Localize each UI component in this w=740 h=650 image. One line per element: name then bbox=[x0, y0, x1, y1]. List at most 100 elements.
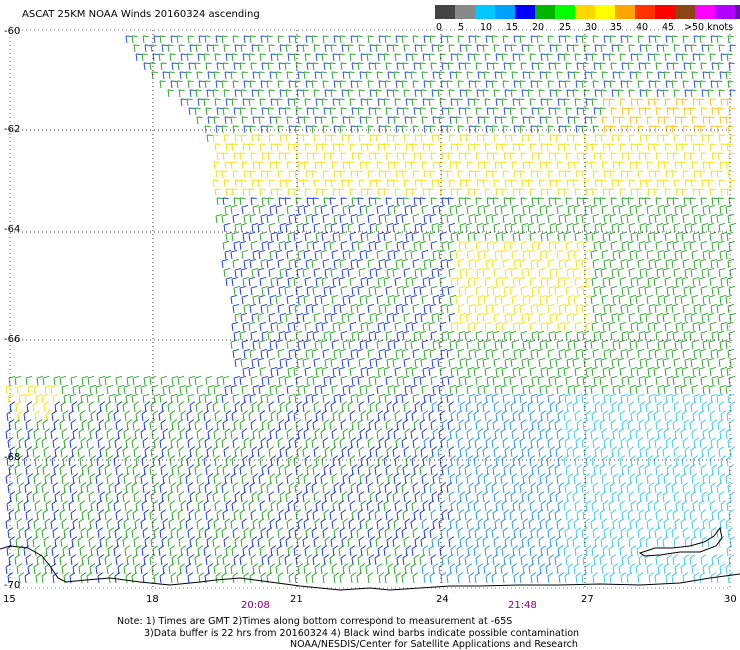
wind-barb bbox=[494, 71, 501, 80]
wind-barb bbox=[700, 62, 707, 71]
wind-barb bbox=[635, 204, 643, 215]
wind-barb bbox=[296, 44, 303, 53]
wind-barb bbox=[520, 375, 528, 386]
wind-barb bbox=[198, 80, 205, 89]
wind-barb bbox=[214, 500, 221, 512]
wind-barb bbox=[207, 384, 215, 395]
wind-barb bbox=[16, 428, 23, 440]
wind-barb bbox=[673, 357, 681, 368]
wind-barb bbox=[313, 312, 321, 323]
wind-barb bbox=[486, 107, 493, 116]
wind-barb bbox=[61, 518, 68, 530]
wind-barb bbox=[627, 509, 634, 521]
wind-barb bbox=[214, 455, 221, 467]
wind-barb bbox=[321, 366, 329, 377]
wind-barb bbox=[403, 89, 410, 98]
wind-barb bbox=[449, 204, 457, 215]
wind-barb bbox=[249, 437, 256, 449]
wind-barb bbox=[610, 375, 618, 386]
wind-barb bbox=[657, 116, 664, 125]
wind-barb bbox=[167, 44, 174, 53]
wind-barb bbox=[376, 563, 383, 575]
wind-barb bbox=[528, 473, 535, 485]
wind-barb bbox=[197, 53, 204, 62]
wind-barb bbox=[513, 80, 520, 89]
wind-barb bbox=[374, 285, 382, 296]
wind-barb bbox=[339, 527, 346, 539]
wind-barb bbox=[495, 143, 502, 152]
wind-barb bbox=[727, 125, 734, 134]
wind-barb bbox=[602, 321, 610, 332]
wind-barb bbox=[665, 348, 673, 359]
wind-barb bbox=[612, 384, 620, 395]
wind-barb bbox=[502, 80, 509, 89]
wind-barb bbox=[86, 482, 93, 494]
wind-barb bbox=[468, 170, 475, 179]
wind-barb bbox=[520, 107, 527, 116]
wind-barb bbox=[528, 204, 536, 215]
wind-barb bbox=[599, 197, 606, 206]
wind-barb bbox=[232, 80, 239, 89]
wind-barb bbox=[548, 554, 555, 566]
wind-barb bbox=[305, 482, 312, 494]
wind-barb bbox=[486, 285, 494, 296]
wind-barb bbox=[421, 249, 429, 260]
wind-barb bbox=[293, 143, 300, 152]
wind-barb bbox=[637, 170, 644, 179]
wind-barb bbox=[591, 455, 598, 467]
wind-barb bbox=[477, 473, 484, 485]
wind-barb bbox=[25, 554, 32, 566]
wind-barb bbox=[72, 518, 79, 530]
wind-barb bbox=[617, 312, 625, 323]
wind-barb bbox=[573, 518, 580, 530]
wind-barb bbox=[231, 455, 238, 467]
wind-barb bbox=[221, 125, 228, 134]
wind-barb bbox=[486, 419, 493, 431]
wind-barb bbox=[312, 240, 320, 251]
wind-barb bbox=[304, 545, 311, 557]
wind-barb bbox=[446, 258, 454, 269]
wind-barb bbox=[423, 213, 431, 224]
wind-barb bbox=[673, 536, 680, 548]
wind-barb bbox=[681, 98, 688, 107]
wind-barb bbox=[446, 125, 453, 134]
wind-barb bbox=[90, 410, 97, 422]
wind-barb bbox=[644, 107, 651, 116]
wind-barb bbox=[419, 62, 426, 71]
wind-barb bbox=[366, 276, 374, 287]
wind-barb bbox=[332, 188, 339, 197]
wind-barb bbox=[547, 80, 554, 89]
wind-barb bbox=[618, 339, 626, 350]
wind-barb bbox=[466, 339, 474, 350]
wind-barb bbox=[314, 249, 322, 260]
wind-barb bbox=[557, 53, 564, 62]
wind-barb bbox=[729, 312, 737, 323]
wind-barb bbox=[491, 258, 499, 269]
wind-barb bbox=[393, 518, 400, 530]
wind-barb bbox=[177, 509, 184, 521]
wind-barb bbox=[511, 161, 518, 170]
wind-barb bbox=[432, 71, 439, 80]
wind-barb bbox=[646, 161, 653, 170]
wind-barb bbox=[565, 554, 572, 566]
wind-barb bbox=[530, 170, 537, 179]
wind-barb bbox=[259, 455, 266, 467]
wind-barb bbox=[231, 276, 239, 287]
wind-barb bbox=[170, 572, 177, 584]
wind-barb bbox=[186, 410, 193, 422]
wind-barb bbox=[302, 267, 310, 278]
wind-barb bbox=[205, 509, 212, 521]
wind-barb bbox=[89, 473, 96, 485]
wind-barb bbox=[475, 554, 482, 566]
wind-barb bbox=[681, 143, 688, 152]
wind-barb bbox=[260, 213, 268, 224]
wind-barb bbox=[700, 285, 708, 296]
wind-barb bbox=[413, 152, 420, 161]
wind-barb bbox=[440, 125, 447, 134]
wind-barb bbox=[691, 249, 699, 260]
wind-barb bbox=[431, 491, 438, 503]
wind-barb bbox=[143, 375, 151, 386]
wind-barb bbox=[234, 446, 241, 458]
wind-barb bbox=[365, 249, 373, 260]
wind-barb bbox=[213, 384, 221, 395]
